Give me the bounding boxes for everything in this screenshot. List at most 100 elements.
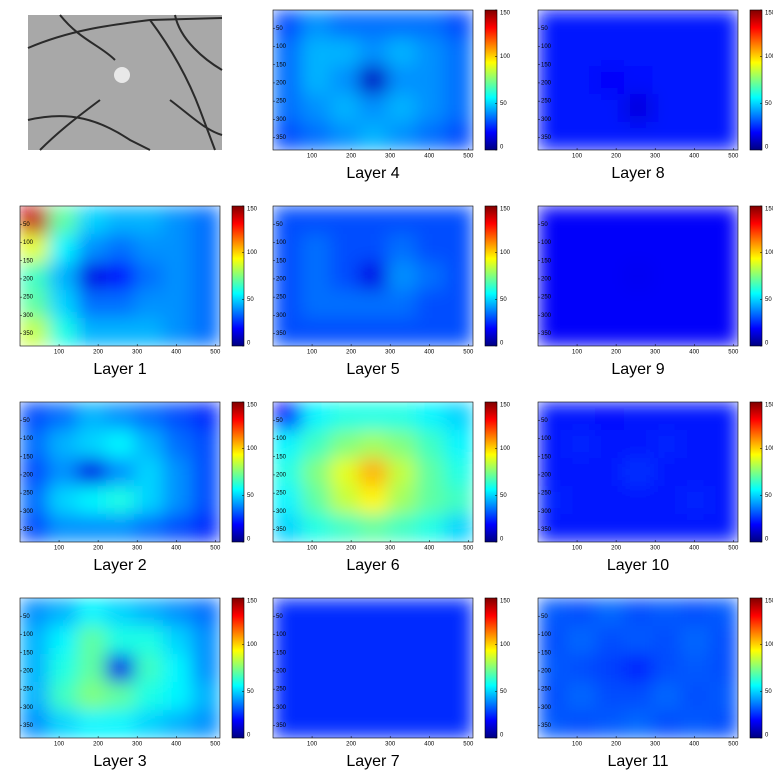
x-tick-label: 400 bbox=[171, 350, 182, 356]
y-tick-label: 50 bbox=[541, 418, 548, 424]
heatmap-cell bbox=[134, 234, 164, 263]
y-tick-label: 350 bbox=[276, 135, 287, 141]
heatmap-cell bbox=[301, 10, 331, 39]
heatmap-cell bbox=[191, 290, 220, 319]
heatmap-cell bbox=[77, 206, 107, 235]
y-tick-label: 300 bbox=[276, 509, 287, 515]
heatmap-cell bbox=[20, 654, 50, 683]
plot-frame bbox=[537, 401, 739, 543]
y-tick-label: 200 bbox=[276, 472, 287, 478]
heatmap-cell bbox=[387, 94, 417, 123]
colorbar-tick-label: 150 bbox=[247, 207, 258, 213]
heatmap-cell bbox=[595, 122, 625, 150]
heatmap-cell bbox=[387, 234, 417, 263]
panel-title: Layer 3 bbox=[93, 753, 146, 770]
heatmap-panel: 100 200 300 400 500 50 100 150 200 250 300 350 0 50 10… bbox=[272, 205, 511, 378]
y-tick-label: 200 bbox=[541, 668, 552, 674]
heatmap-cell bbox=[134, 458, 164, 487]
heatmap-cell bbox=[191, 514, 220, 542]
plot-frame bbox=[272, 401, 474, 543]
heatmap-cell bbox=[595, 262, 625, 291]
colorbar bbox=[231, 401, 245, 543]
fundus-image bbox=[27, 14, 223, 151]
colorbar-tick-label: 100 bbox=[765, 642, 773, 648]
y-tick-label: 150 bbox=[23, 258, 34, 264]
panel-title: Layer 11 bbox=[607, 753, 668, 770]
heatmap-cell bbox=[134, 626, 164, 655]
heatmap-cell bbox=[387, 486, 417, 515]
heatmap-cell bbox=[273, 206, 303, 235]
heatmap-cell bbox=[105, 626, 135, 655]
heatmap-cell bbox=[191, 710, 220, 738]
heatmap-cell bbox=[273, 654, 303, 683]
heatmap-cell bbox=[301, 402, 331, 431]
y-tick-label: 250 bbox=[23, 491, 34, 497]
heatmap-cell bbox=[680, 234, 710, 263]
y-tick-label: 250 bbox=[276, 295, 287, 301]
heatmap-cell bbox=[191, 430, 220, 459]
heatmap-cell bbox=[105, 430, 135, 459]
heatmap-cell bbox=[387, 318, 417, 346]
heatmap-cell bbox=[623, 458, 653, 487]
heatmap-cell bbox=[566, 682, 596, 711]
colorbar bbox=[749, 401, 763, 543]
heatmap-cell bbox=[709, 38, 738, 67]
heatmap-cell bbox=[595, 430, 625, 459]
colorbar-tick-label: 150 bbox=[765, 599, 773, 605]
heatmap-cell bbox=[48, 262, 78, 291]
y-tick-label: 300 bbox=[541, 117, 552, 123]
heatmap-panel: 100 200 300 400 500 50 100 150 200 250 300 350 0 50 10… bbox=[272, 597, 511, 770]
heatmap-cell bbox=[623, 94, 653, 123]
heatmap-cell bbox=[358, 682, 388, 711]
heatmap-cell bbox=[48, 682, 78, 711]
heatmap-cell bbox=[595, 626, 625, 655]
heatmap-cell bbox=[680, 94, 710, 123]
heatmap-clip bbox=[273, 598, 473, 738]
x-tick-label: 200 bbox=[611, 546, 622, 552]
colorbar-tick-label: 100 bbox=[765, 54, 773, 60]
panel-title: Layer 9 bbox=[611, 361, 664, 378]
y-tick-label: 100 bbox=[541, 44, 552, 50]
colorbar-tick-label: 100 bbox=[500, 250, 511, 256]
heatmap-cell bbox=[566, 290, 596, 319]
heatmap-cell bbox=[680, 318, 710, 346]
heatmap-cell bbox=[134, 654, 164, 683]
heatmap-cell bbox=[20, 206, 50, 235]
heatmap-cell bbox=[387, 38, 417, 67]
y-tick-label: 300 bbox=[541, 313, 552, 319]
heatmap-cell bbox=[680, 458, 710, 487]
heatmap-cell bbox=[652, 430, 682, 459]
heatmap-cell bbox=[623, 206, 653, 235]
heatmap-cell bbox=[191, 654, 220, 683]
heatmap-cell bbox=[20, 486, 50, 515]
heatmap-cells bbox=[20, 402, 220, 542]
heatmap-cell bbox=[652, 682, 682, 711]
heatmap-cell bbox=[623, 290, 653, 319]
heatmap-cell bbox=[709, 206, 738, 235]
heatmap-cell bbox=[538, 682, 568, 711]
heatmap-cell bbox=[595, 458, 625, 487]
heatmap-cell bbox=[566, 94, 596, 123]
heatmap-cell bbox=[652, 262, 682, 291]
y-tick-label: 350 bbox=[23, 723, 34, 729]
x-tick-label: 400 bbox=[424, 350, 435, 356]
heatmap-cell bbox=[444, 430, 473, 459]
heatmap-cell bbox=[566, 10, 596, 39]
y-tick-label: 350 bbox=[541, 331, 552, 337]
colorbar-tick-label: 100 bbox=[247, 642, 258, 648]
y-tick-label: 350 bbox=[541, 135, 552, 141]
heatmap-cell bbox=[273, 122, 303, 150]
heatmap-cell bbox=[48, 514, 78, 542]
y-tick-label: 350 bbox=[23, 331, 34, 337]
y-tick-label: 50 bbox=[23, 614, 30, 620]
heatmap-cell bbox=[273, 458, 303, 487]
heatmap-cell bbox=[680, 710, 710, 738]
heatmap-cell bbox=[652, 514, 682, 542]
heatmap-cell bbox=[680, 682, 710, 711]
heatmap-cell bbox=[709, 122, 738, 150]
heatmap-cell bbox=[134, 486, 164, 515]
heatmap-cell bbox=[652, 654, 682, 683]
heatmap-cell bbox=[77, 514, 107, 542]
colorbar bbox=[484, 205, 498, 347]
heatmap-cell bbox=[566, 318, 596, 346]
